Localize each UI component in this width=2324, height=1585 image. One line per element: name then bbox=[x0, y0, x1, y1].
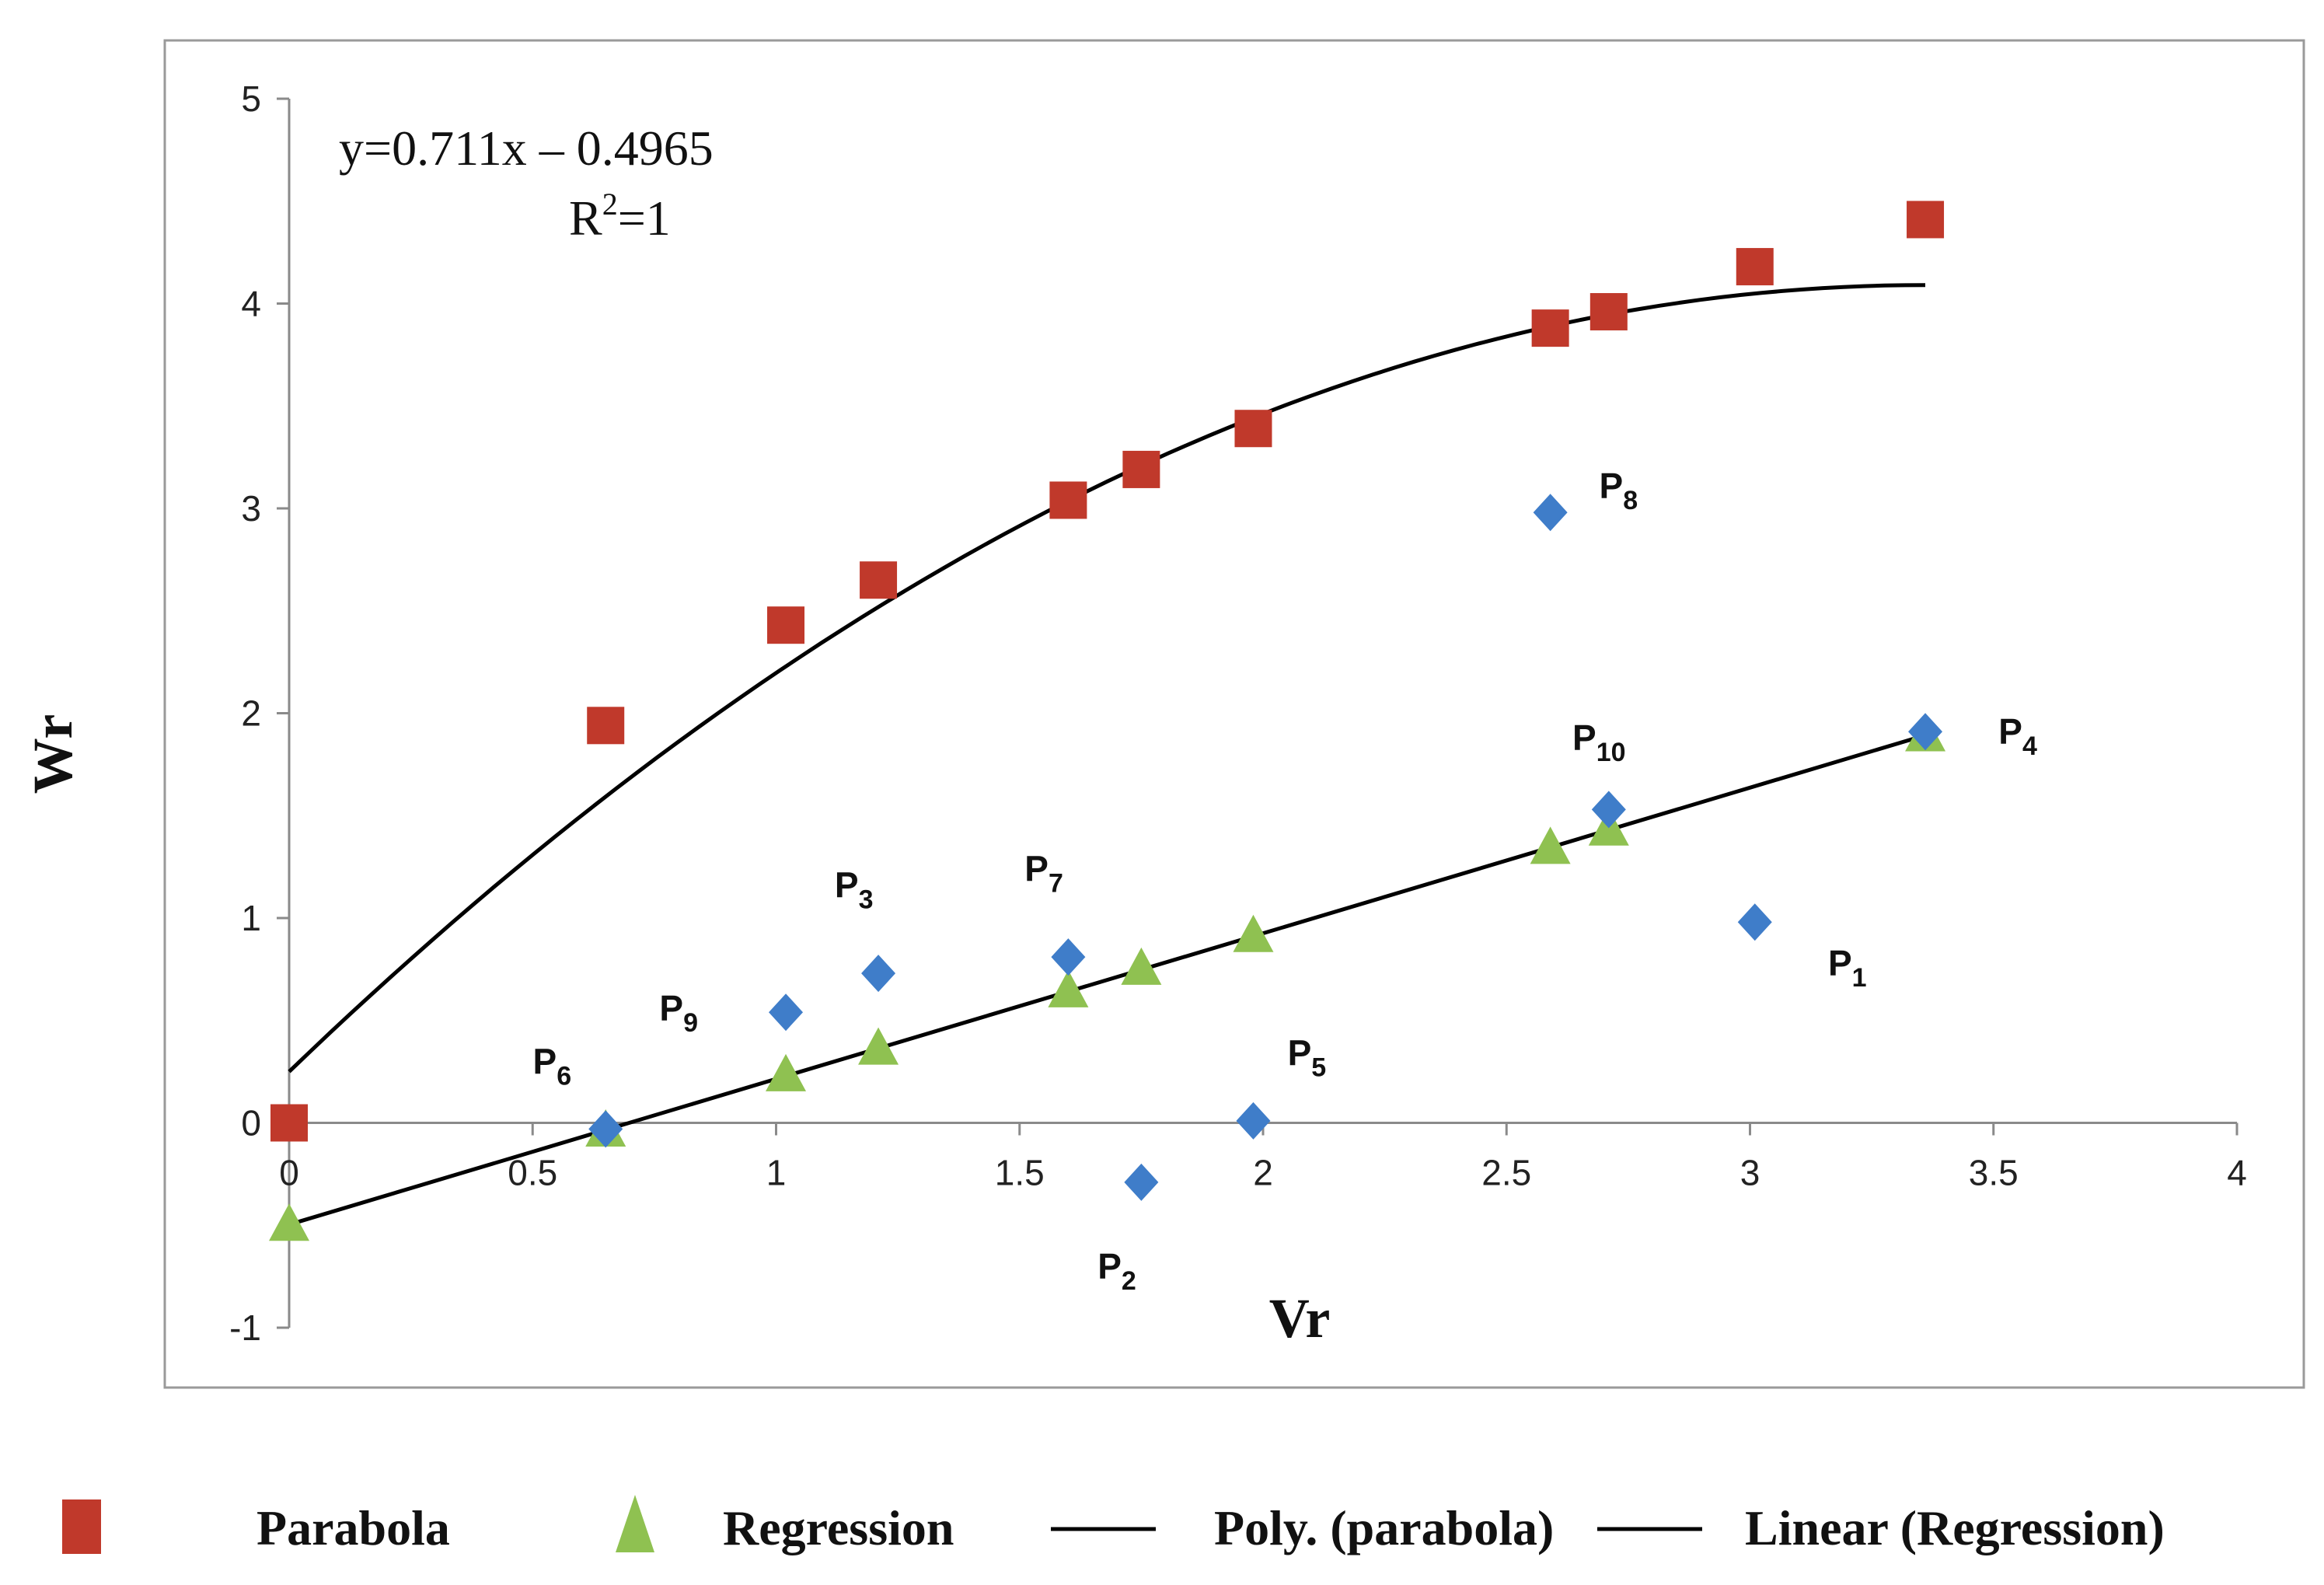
observed-point bbox=[861, 955, 896, 993]
point-label-sub: 9 bbox=[683, 1008, 698, 1038]
legend-label: Parabola bbox=[256, 1500, 450, 1555]
observed-point bbox=[1591, 791, 1626, 829]
x-tick-label: 1.5 bbox=[995, 1153, 1045, 1193]
legend-regression-swatch bbox=[616, 1495, 654, 1552]
parabola-point bbox=[1234, 410, 1272, 448]
point-label-base: P bbox=[835, 865, 859, 906]
plot-frame bbox=[163, 39, 2305, 1389]
y-axis-title: Wr bbox=[22, 714, 84, 794]
linear-trendline bbox=[288, 733, 1926, 1227]
parabola-point bbox=[1589, 293, 1628, 331]
fit-lines bbox=[288, 283, 1926, 1227]
point-label-base: P bbox=[533, 1041, 557, 1081]
r-squared-suffix: =1 bbox=[618, 190, 671, 246]
x-tick-label: 3.5 bbox=[1969, 1153, 2019, 1193]
regression-point bbox=[1048, 969, 1089, 1007]
regression-point bbox=[1121, 947, 1162, 985]
point-label-sub: 6 bbox=[557, 1061, 571, 1091]
observed-point bbox=[588, 1110, 623, 1148]
point-label-sub: 10 bbox=[1596, 738, 1626, 767]
point-label-base: P bbox=[1828, 943, 1852, 983]
y-tick-label: 0 bbox=[241, 1103, 261, 1143]
x-tick-label: 1 bbox=[766, 1153, 787, 1193]
point-label-base: P bbox=[1024, 849, 1049, 889]
observed-point bbox=[1908, 713, 1943, 751]
parabola-point bbox=[1531, 309, 1569, 347]
point-label-sub: 7 bbox=[1049, 869, 1063, 899]
regression-point bbox=[1530, 826, 1571, 864]
observed-point bbox=[769, 993, 804, 1032]
y-tick-label: -1 bbox=[229, 1307, 261, 1348]
x-tick-label: 2.5 bbox=[1481, 1153, 1531, 1193]
r-squared-superscript: 2 bbox=[602, 187, 618, 222]
tick-labels: -1 0 1 2 3 4 5 0 0.5 1 1.5 2 2.5 3 3.5 4 bbox=[229, 79, 2247, 1348]
observed-point bbox=[1737, 903, 1772, 941]
point-label-sub: 4 bbox=[2022, 731, 2037, 761]
parabola-point bbox=[587, 707, 625, 745]
regression-point bbox=[766, 1053, 807, 1091]
y-tick-label: 5 bbox=[241, 79, 261, 119]
point-label-sub: 1 bbox=[1852, 963, 1867, 993]
point-label-sub: 3 bbox=[859, 885, 874, 915]
point-label-p10: P10 bbox=[1572, 717, 1626, 767]
point-label-p4: P4 bbox=[1998, 711, 2037, 761]
regression-point bbox=[858, 1027, 899, 1065]
observed-point bbox=[1236, 1101, 1271, 1140]
point-label-p7: P7 bbox=[1024, 849, 1063, 899]
point-label-base: P bbox=[1572, 717, 1596, 758]
observed-point bbox=[1051, 938, 1086, 976]
parabola-point bbox=[1049, 481, 1087, 519]
x-tick-label: 3 bbox=[1740, 1153, 1760, 1193]
y-tick-label: 1 bbox=[241, 898, 261, 938]
observed-point bbox=[1124, 1163, 1159, 1201]
parabola-point bbox=[1122, 450, 1160, 488]
parabola-point bbox=[1736, 248, 1774, 286]
r-squared-annotation: R2=1 bbox=[569, 187, 671, 246]
point-label-base: P bbox=[1600, 466, 1624, 506]
x-tick-label: 0 bbox=[279, 1153, 299, 1193]
point-label-p2: P2 bbox=[1097, 1246, 1136, 1296]
point-label-sub: 8 bbox=[1623, 486, 1638, 515]
parabola-point bbox=[767, 606, 805, 644]
x-tick-label: 0.5 bbox=[508, 1153, 557, 1193]
y-tick-label: 4 bbox=[241, 284, 261, 324]
point-label-p1: P1 bbox=[1828, 943, 1867, 993]
point-label-p3: P3 bbox=[835, 865, 874, 915]
y-tick-label: 3 bbox=[241, 488, 261, 529]
regression-point bbox=[269, 1203, 309, 1241]
parabola-point bbox=[270, 1104, 308, 1142]
x-tick-label: 4 bbox=[2227, 1153, 2247, 1193]
legend: Parabola Regression Poly. (parabola) Linear… bbox=[62, 1495, 2165, 1555]
point-label-base: P bbox=[659, 988, 683, 1028]
axes bbox=[277, 97, 2239, 1329]
legend-label: Linear (Regression) bbox=[1745, 1500, 2165, 1555]
legend-label: Poly. (parabola) bbox=[1214, 1500, 1554, 1555]
point-label-p8: P8 bbox=[1600, 466, 1638, 515]
equation-annotation: y=0.711x – 0.4965 bbox=[339, 120, 714, 176]
y-tick-label: 2 bbox=[241, 693, 261, 734]
observed-point bbox=[1533, 494, 1568, 532]
r-squared-prefix: R bbox=[569, 190, 602, 246]
point-label-base: P bbox=[1288, 1033, 1312, 1074]
legend-label: Regression bbox=[723, 1500, 954, 1555]
parabola-point bbox=[1907, 201, 1945, 239]
x-axis-title: Vr bbox=[1269, 1287, 1331, 1349]
data-points bbox=[269, 201, 1946, 1241]
point-label-p5: P5 bbox=[1288, 1033, 1327, 1083]
parabola-point bbox=[860, 561, 898, 599]
point-label-p9: P9 bbox=[659, 988, 698, 1038]
poly-trendline bbox=[288, 283, 1926, 1074]
regression-point bbox=[1233, 914, 1274, 952]
point-label-p6: P6 bbox=[533, 1041, 572, 1091]
point-label-sub: 2 bbox=[1122, 1266, 1136, 1296]
point-label-base: P bbox=[1097, 1246, 1122, 1287]
x-tick-label: 2 bbox=[1253, 1153, 1273, 1193]
point-label-base: P bbox=[1998, 711, 2022, 752]
point-label-sub: 5 bbox=[1311, 1053, 1326, 1083]
legend-parabola-swatch bbox=[62, 1499, 101, 1554]
